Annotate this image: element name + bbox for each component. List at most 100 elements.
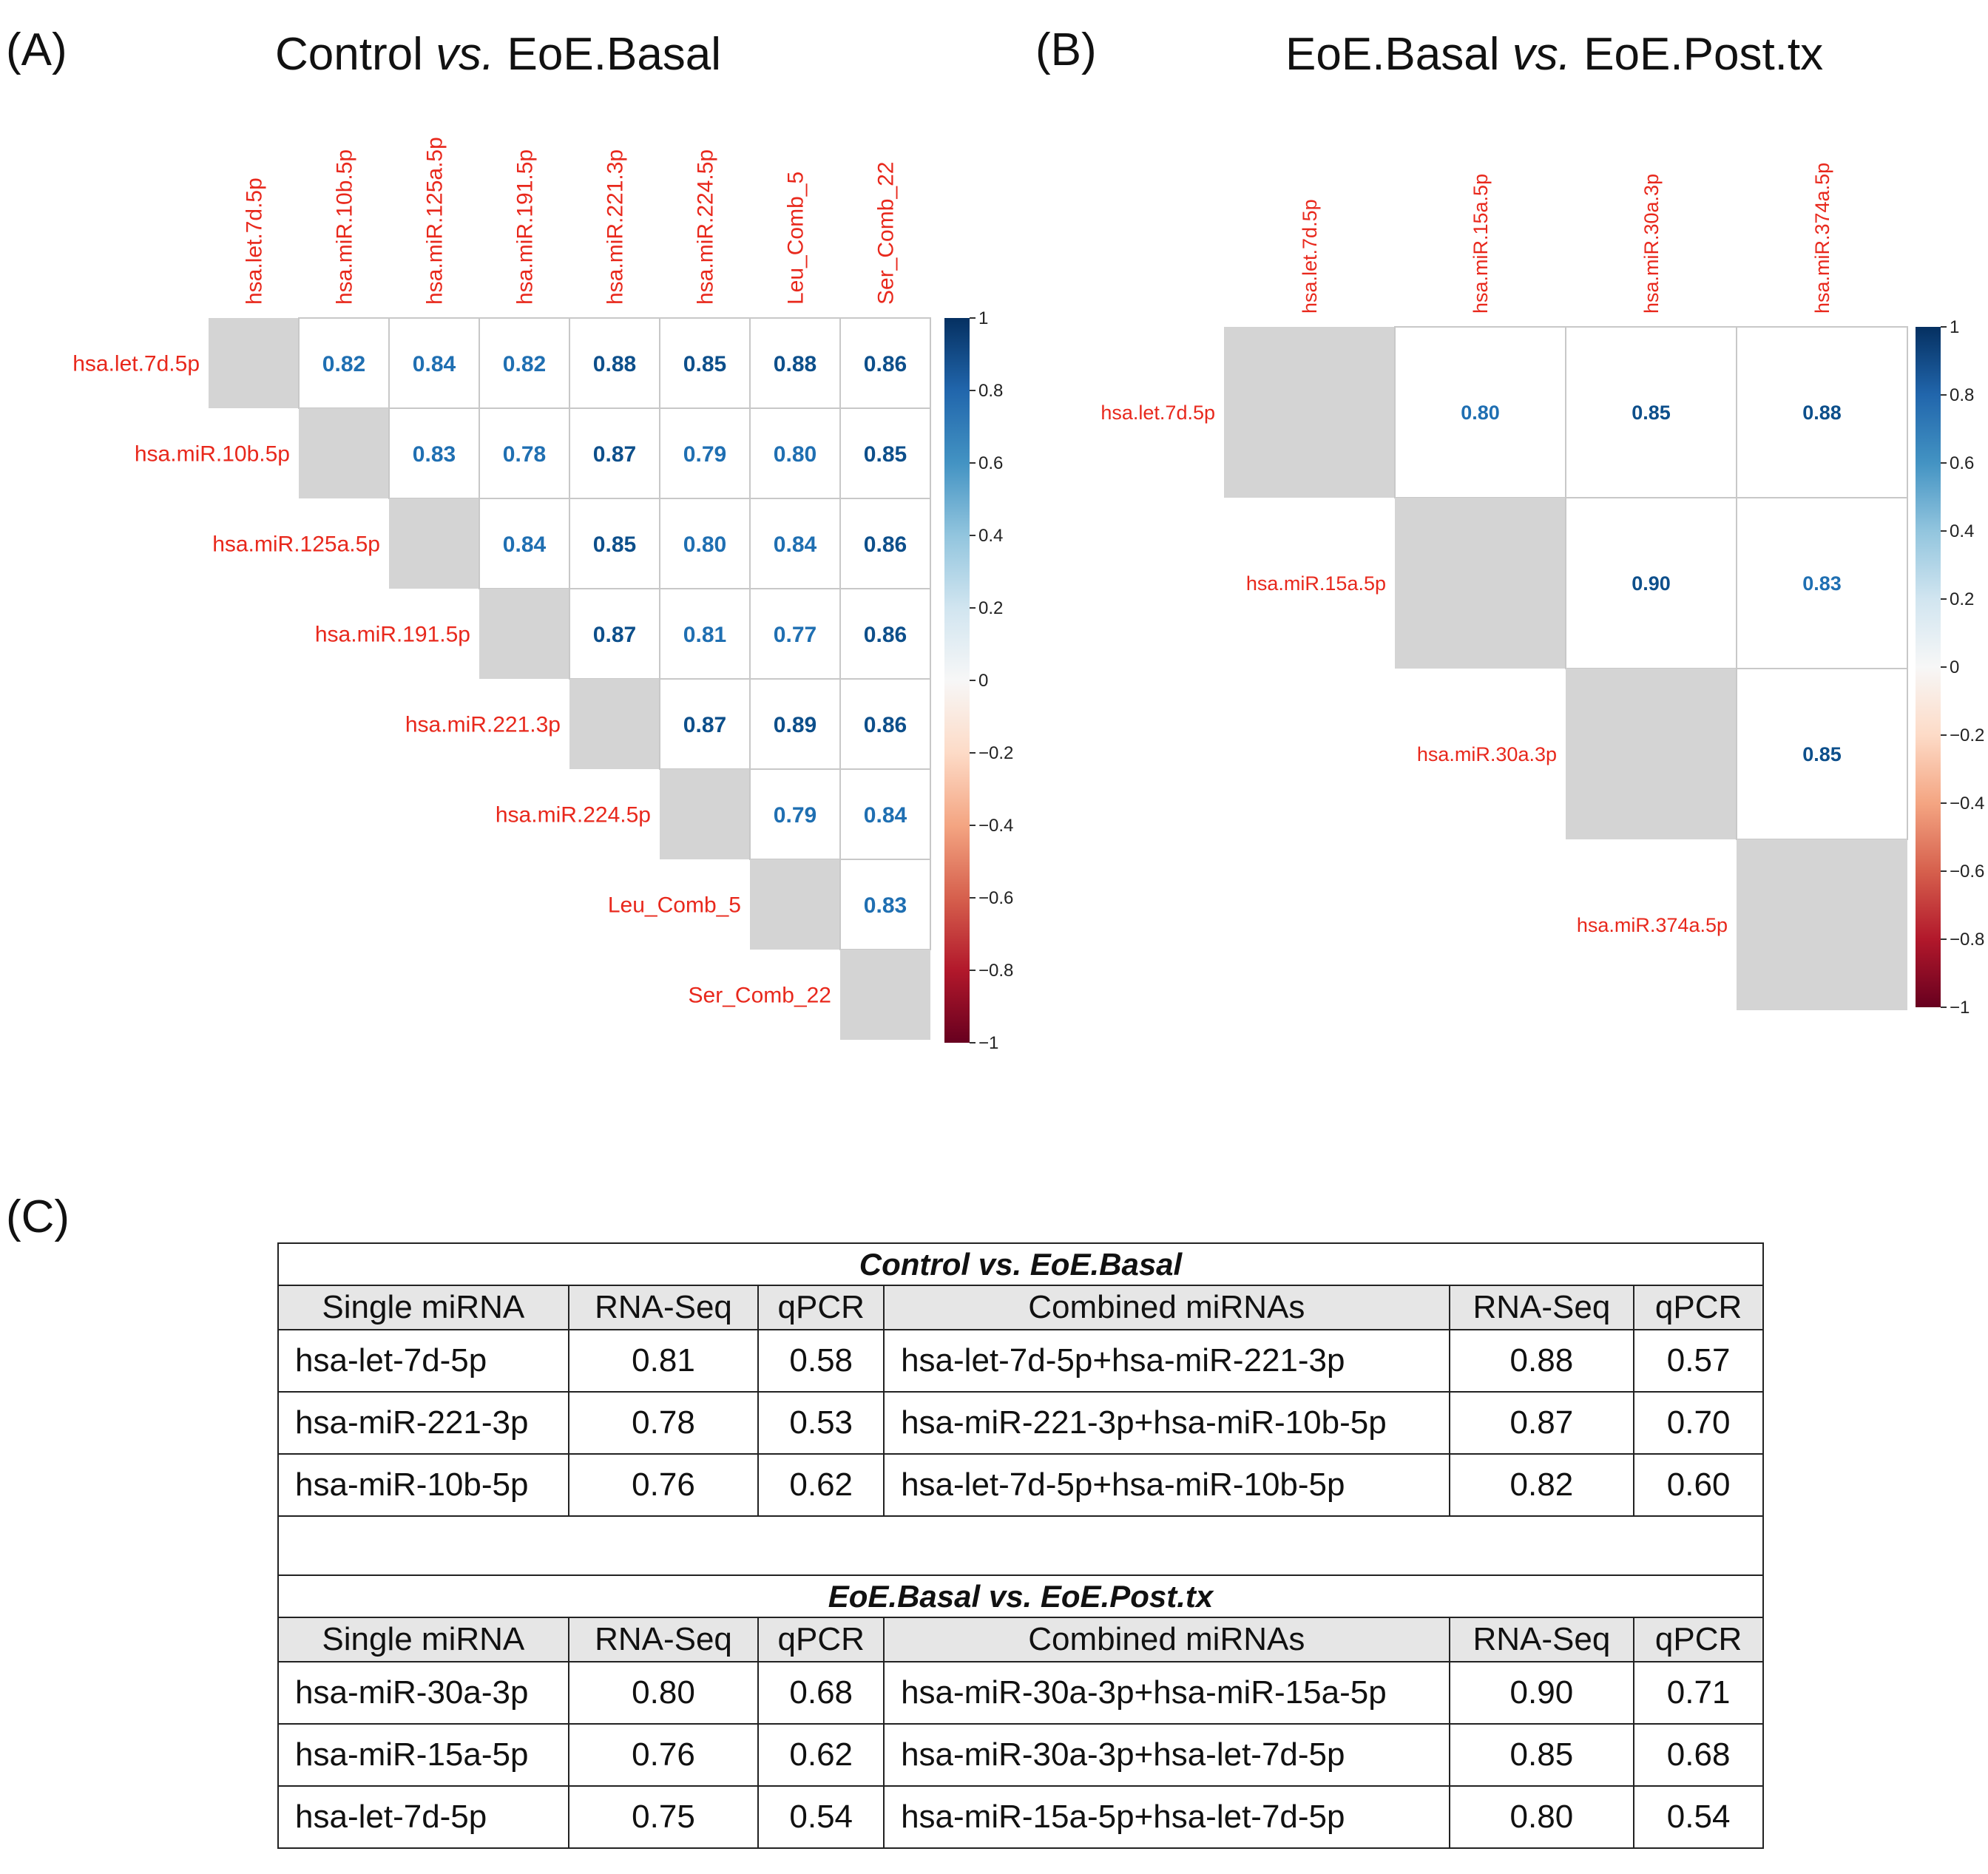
mirna-name-cell: hsa-miR-10b-5p: [277, 1453, 569, 1517]
value-cell: 0.62: [757, 1453, 885, 1517]
mirna-name-cell: hsa-miR-30a-3p+hsa-miR-15a-5p: [883, 1661, 1450, 1725]
column-header: RNA-Seq: [1448, 1285, 1635, 1330]
table-section-title-row: Control vs. EoE.Basal: [277, 1242, 1764, 1286]
heatmap-b-diag-cell-2: [1566, 669, 1737, 839]
heatmap-a-value-4-5: 0.87: [683, 713, 726, 737]
heatmap-a-cell-0-4: [569, 317, 660, 409]
heatmap-a-row-label-7: Ser_Comb_22: [689, 984, 831, 1008]
column-header: RNA-Seq: [1448, 1617, 1635, 1662]
heatmap-b-colorbar-label-7: −0.4: [1950, 794, 1984, 813]
heatmap-a-cell-3-6: [749, 588, 841, 680]
mirna-name-cell: hsa-let-7d-5p: [277, 1329, 569, 1393]
value-cell: 0.80: [1448, 1785, 1635, 1849]
heatmap-a-row-label-4: hsa.miR.221.3p: [405, 713, 561, 737]
spacer-cell: [277, 1515, 1764, 1576]
column-header: Single miRNA: [277, 1285, 569, 1330]
heatmap-a-col-label-6: Leu_Comb_5: [784, 172, 808, 305]
heatmap-a-cell-2-3: [479, 498, 570, 589]
heatmap-b-value-0-2: 0.85: [1632, 402, 1671, 424]
heatmap-a-colorbar-label-2: 0.6: [978, 453, 1003, 473]
heatmap-a-value-2-3: 0.84: [503, 532, 547, 557]
heatmap-b-col-label-0: hsa.let.7d.5p: [1299, 199, 1321, 314]
heatmap-a-value-1-6: 0.80: [774, 442, 816, 467]
heatmap-a-cell-4-7: [839, 678, 931, 770]
heatmap-a-cell-1-6: [749, 407, 841, 499]
heatmap-b-diag-cell-3: [1737, 839, 1907, 1010]
column-header: Combined miRNAs: [883, 1617, 1450, 1662]
heatmap-b-row-label-1: hsa.miR.15a.5p: [1246, 572, 1386, 595]
heatmap-a-value-2-4: 0.85: [593, 532, 636, 557]
heatmap-b-diag-cell-1: [1395, 498, 1566, 669]
mirna-name-cell: hsa-miR-30a-3p+hsa-let-7d-5p: [883, 1723, 1450, 1787]
value-cell: 0.81: [567, 1329, 760, 1393]
heatmap-a-diag-cell-7: [840, 950, 930, 1040]
panel-a-title-post: EoE.Basal: [494, 29, 722, 80]
heatmap-a-colorbar-label-7: −0.4: [978, 816, 1013, 836]
heatmap-a-value-0-5: 0.85: [683, 352, 726, 376]
heatmap-a: 0.82 0.84 0.82 0.88 0.85 0.88 0.86 0.83 0.78 0.87…: [72, 137, 1013, 1053]
heatmap-a-value-3-6: 0.77: [774, 623, 816, 647]
mirna-name-cell: hsa-miR-221-3p+hsa-miR-10b-5p: [883, 1391, 1450, 1455]
heatmap-a-row-label-6: Leu_Comb_5: [608, 893, 741, 918]
heatmap-a-cell-3-4: [569, 588, 660, 680]
heatmap-b-cell-1-2: [1565, 497, 1737, 669]
heatmap-b: 0.80 0.85 0.880.90 0.830.85hsa.let.7d.5phsa…: [1100, 163, 1984, 1018]
value-cell: 0.80: [567, 1661, 760, 1725]
value-cell: 0.85: [1448, 1723, 1635, 1787]
table-header-row: Single miRNA RNA-Seq qPCR Combined miRNAs RN…: [277, 1617, 1764, 1662]
column-header: RNA-Seq: [567, 1617, 760, 1662]
panel-b-label: (B): [1035, 24, 1097, 75]
heatmap-a-colorbar: [944, 318, 970, 1043]
heatmap-a-cell-1-4: [569, 407, 660, 499]
heatmap-b-colorbar-label-6: −0.2: [1950, 725, 1984, 745]
heatmap-b-colorbar-label-4: 0.2: [1950, 589, 1974, 609]
heatmap-b-colorbar-label-1: 0.8: [1950, 385, 1974, 405]
heatmap-b-col-label-3: hsa.miR.374a.5p: [1811, 163, 1833, 314]
value-cell: 0.76: [567, 1453, 760, 1517]
table-header-row: Single miRNA RNA-Seq qPCR Combined miRNAs RN…: [277, 1285, 1764, 1330]
heatmap-a-row-label-0: hsa.let.7d.5p: [72, 352, 200, 376]
heatmap-a-value-5-6: 0.79: [774, 803, 816, 828]
heatmap-a-colorbar-label-3: 0.4: [978, 526, 1003, 546]
mirna-name-cell: hsa-miR-15a-5p: [277, 1723, 569, 1787]
heatmap-a-value-2-5: 0.80: [683, 532, 726, 557]
heatmap-a-diag-cell-1: [299, 408, 389, 498]
heatmap-a-col-label-4: hsa.miR.221.3p: [604, 149, 628, 305]
heatmap-a-value-0-7: 0.86: [864, 352, 907, 376]
heatmap-a-value-2-6: 0.84: [774, 532, 817, 557]
heatmap-a-cell-2-4: [569, 498, 660, 589]
heatmap-a-col-label-5: hsa.miR.224.5p: [694, 149, 718, 305]
value-cell: 0.71: [1633, 1661, 1764, 1725]
heatmap-a-value-4-7: 0.86: [864, 713, 907, 737]
summary-table: Control vs. EoE.Basal Single miRNA RNA-Seq…: [277, 1242, 1764, 1849]
heatmap-b-cell-0-1: [1394, 326, 1566, 498]
column-header: Single miRNA: [277, 1617, 569, 1662]
mirna-name-cell: hsa-miR-30a-3p: [277, 1661, 569, 1725]
mirna-name-cell: hsa-let-7d-5p+hsa-miR-221-3p: [883, 1329, 1450, 1393]
heatmap-a-col-label-7: Ser_Comb_22: [874, 162, 899, 305]
heatmap-a-colorbar-label-4: 0.2: [978, 598, 1003, 618]
value-cell: 0.88: [1448, 1329, 1635, 1393]
heatmap-a-value-3-4: 0.87: [593, 623, 636, 647]
heatmap-b-colorbar: [1916, 327, 1941, 1007]
heatmap-a-colorbar-label-0: 1: [978, 308, 988, 328]
heatmap-a-row-label-3: hsa.miR.191.5p: [315, 623, 470, 647]
value-cell: 0.82: [1448, 1453, 1635, 1517]
heatmap-a-diag-cell-5: [660, 769, 750, 859]
heatmap-a-value-3-7: 0.86: [864, 623, 907, 647]
heatmap-a-diag-cell-4: [569, 679, 660, 769]
heatmap-a-cell-2-7: [839, 498, 931, 589]
value-cell: 0.76: [567, 1723, 760, 1787]
column-header: qPCR: [757, 1285, 885, 1330]
heatmap-a-value-2-7: 0.86: [864, 532, 907, 557]
panel-b-title-post: EoE.Post.tx: [1570, 29, 1824, 80]
section-title: Control vs. EoE.Basal: [277, 1242, 1764, 1286]
heatmap-b-colorbar-label-5: 0: [1950, 657, 1959, 677]
value-cell: 0.78: [567, 1391, 760, 1455]
value-cell: 0.62: [757, 1723, 885, 1787]
heatmap-a-cell-1-3: [479, 407, 570, 499]
column-header: qPCR: [757, 1617, 885, 1662]
heatmap-a-value-5-7: 0.84: [864, 803, 907, 828]
table-row: hsa-miR-15a-5p 0.76 0.62 hsa-miR-30a-3p+hsa…: [277, 1723, 1764, 1787]
heatmap-a-colorbar-label-8: −0.6: [978, 888, 1013, 908]
